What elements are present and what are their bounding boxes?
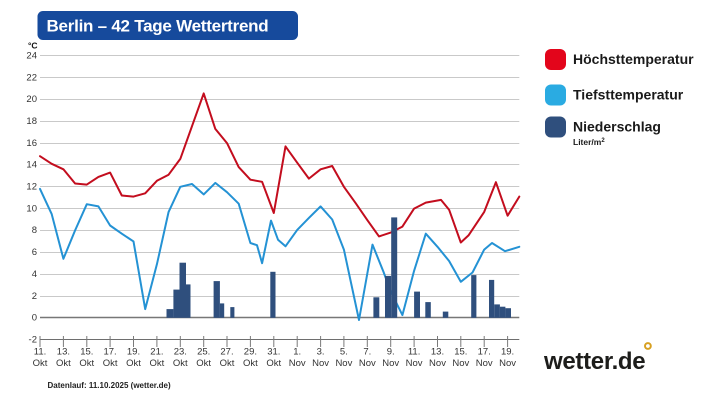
svg-text:24: 24	[26, 51, 37, 62]
svg-text:5.: 5.	[340, 347, 348, 358]
svg-text:Okt: Okt	[33, 358, 48, 369]
svg-text:2: 2	[32, 291, 37, 302]
svg-text:0: 0	[32, 313, 37, 324]
svg-text:12: 12	[26, 182, 37, 193]
svg-text:Okt: Okt	[243, 358, 258, 369]
svg-text:Nov: Nov	[406, 358, 423, 369]
svg-text:11.: 11.	[34, 347, 47, 358]
svg-text:15.: 15.	[454, 347, 467, 358]
svg-text:Nov: Nov	[312, 358, 329, 369]
svg-text:31.: 31.	[267, 347, 280, 358]
svg-text:7.: 7.	[363, 347, 371, 358]
svg-text:9.: 9.	[387, 347, 395, 358]
svg-text:Okt: Okt	[266, 358, 281, 369]
svg-text:Liter/m2: Liter/m2	[573, 137, 605, 147]
svg-text:Niederschlag: Niederschlag	[573, 119, 661, 135]
svg-text:19.: 19.	[501, 347, 514, 358]
svg-text:17.: 17.	[478, 347, 491, 358]
svg-text:1.: 1.	[293, 347, 301, 358]
svg-text:3.: 3.	[317, 347, 325, 358]
svg-text:13.: 13.	[57, 347, 70, 358]
svg-text:Berlin – 42 Tage Wettertrend: Berlin – 42 Tage Wettertrend	[47, 17, 269, 36]
svg-text:Nov: Nov	[476, 358, 493, 369]
svg-text:-2: -2	[29, 334, 37, 345]
svg-text:25.: 25.	[197, 347, 210, 358]
svg-text:17.: 17.	[103, 347, 116, 358]
svg-text:19.: 19.	[127, 347, 140, 358]
svg-text:Okt: Okt	[196, 358, 211, 369]
svg-text:22: 22	[26, 72, 37, 83]
svg-text:21.: 21.	[150, 347, 163, 358]
svg-text:Okt: Okt	[56, 358, 71, 369]
svg-text:Okt: Okt	[126, 358, 141, 369]
svg-text:Okt: Okt	[173, 358, 188, 369]
svg-text:6: 6	[32, 247, 37, 258]
svg-text:29.: 29.	[244, 347, 257, 358]
svg-text:11.: 11.	[408, 347, 421, 358]
svg-text:8: 8	[32, 225, 37, 236]
svg-text:°C: °C	[28, 41, 38, 51]
svg-text:23.: 23.	[174, 347, 187, 358]
svg-text:Nov: Nov	[499, 358, 516, 369]
svg-text:10: 10	[26, 203, 37, 214]
svg-text:Nov: Nov	[335, 358, 352, 369]
svg-text:Okt: Okt	[150, 358, 165, 369]
svg-text:20: 20	[26, 94, 37, 105]
svg-text:16: 16	[26, 138, 37, 149]
svg-text:Okt: Okt	[79, 358, 94, 369]
svg-text:Okt: Okt	[220, 358, 235, 369]
svg-text:15.: 15.	[80, 347, 93, 358]
svg-text:13.: 13.	[431, 347, 444, 358]
svg-text:Höchsttemperatur: Höchsttemperatur	[573, 51, 694, 67]
svg-text:18: 18	[26, 116, 37, 127]
svg-text:wetter.de: wetter.de	[543, 348, 645, 375]
svg-text:Datenlauf: 11.10.2025 (wetter.: Datenlauf: 11.10.2025 (wetter.de)	[48, 381, 172, 390]
svg-text:27.: 27.	[220, 347, 233, 358]
svg-text:Tiefsttemperatur: Tiefsttemperatur	[573, 87, 684, 103]
svg-text:Nov: Nov	[289, 358, 306, 369]
svg-text:Nov: Nov	[359, 358, 376, 369]
svg-text:Okt: Okt	[103, 358, 118, 369]
svg-text:4: 4	[32, 269, 37, 280]
svg-text:14: 14	[26, 160, 37, 171]
svg-text:Nov: Nov	[452, 358, 469, 369]
svg-text:Nov: Nov	[429, 358, 446, 369]
svg-text:Nov: Nov	[382, 358, 399, 369]
